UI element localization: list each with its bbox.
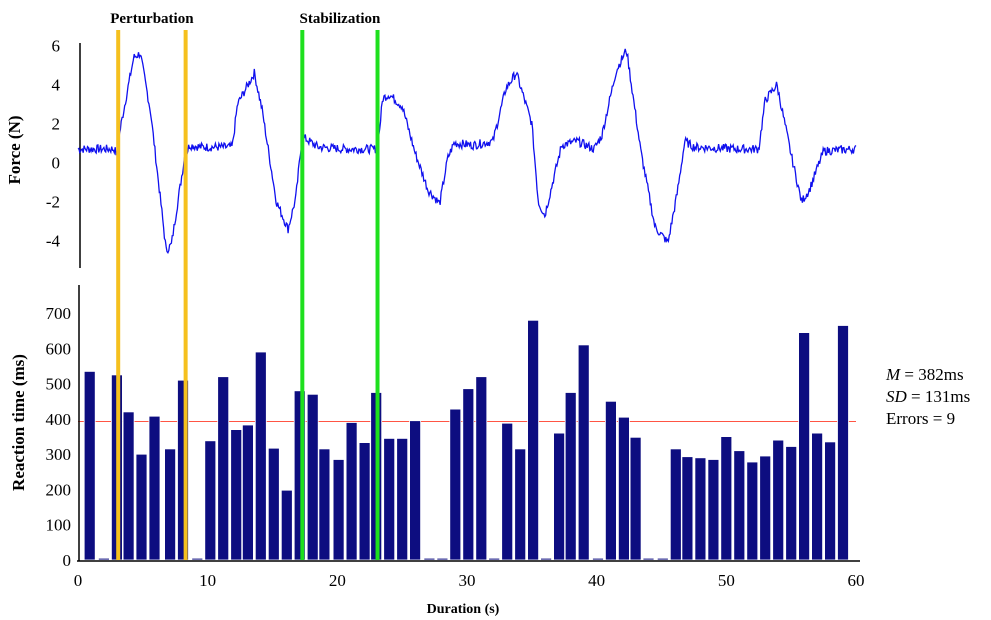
reaction-time-bar	[306, 393, 319, 561]
reaction-time-bar	[177, 379, 189, 561]
reaction-time-bar	[553, 432, 565, 561]
reaction-time-bar	[293, 390, 306, 561]
reaction-time-bar	[785, 446, 798, 561]
reaction-time-bar	[837, 325, 849, 561]
reaction-time-bar	[501, 422, 514, 561]
reaction-time-bar	[798, 332, 810, 561]
reaction-time-bar	[669, 448, 682, 561]
x-axis-label: Duration (s)	[427, 602, 500, 617]
reaction-time-bar	[148, 415, 161, 561]
reaction-time-bar	[98, 557, 110, 561]
reaction-time-bar	[759, 455, 772, 561]
reaction-time-bar	[720, 436, 733, 561]
reaction-time-bar	[694, 457, 707, 561]
stats-annotation: M = 382ms	[885, 365, 964, 384]
reaction-time-bar	[564, 392, 577, 561]
reaction-time-bar	[83, 370, 96, 561]
force-y-tick-label: -2	[46, 193, 60, 212]
reaction-time-bar	[746, 461, 759, 561]
force-y-tick-label: 6	[52, 37, 61, 56]
reaction-time-bar	[217, 376, 230, 561]
reaction-time-bar	[642, 557, 655, 561]
x-tick-label: 0	[74, 571, 83, 590]
reaction-time-bar	[332, 459, 345, 561]
reaction-time-bar	[824, 441, 836, 561]
reaction-time-bar	[396, 437, 409, 561]
reaction-time-bar	[540, 557, 552, 561]
reaction-time-bar	[204, 440, 217, 561]
rt-y-tick-label: 0	[63, 551, 72, 570]
reaction-time-bar	[423, 557, 436, 561]
reaction-time-bar	[707, 459, 720, 561]
reaction-time-bar	[241, 424, 254, 561]
reaction-time-bar	[527, 319, 539, 561]
rt-y-tick-label: 100	[46, 516, 72, 535]
reaction-time-bar	[436, 557, 449, 561]
reaction-time-bar	[462, 388, 475, 561]
reaction-time-bar	[577, 344, 590, 561]
reaction-time-bar	[383, 437, 396, 561]
reaction-time-bar	[122, 411, 135, 561]
force-y-axis-label: Force (N)	[5, 115, 24, 184]
stats-annotation: SD = 131ms	[886, 387, 970, 406]
rt-y-tick-label: 600	[46, 339, 72, 358]
reaction-time-bar	[135, 453, 148, 561]
reaction-time-bar	[230, 429, 243, 561]
force-y-tick-label: 4	[52, 76, 61, 95]
rt-y-tick-label: 200	[46, 480, 72, 499]
force-trace-line	[77, 48, 857, 254]
rt-y-tick-label: 500	[46, 375, 72, 394]
reaction-time-bar	[409, 420, 422, 561]
force-y-tick-label: 0	[52, 154, 61, 173]
x-tick-label: 20	[329, 571, 346, 590]
reaction-time-panel: 0 100 200 300 400 500 600 700 0 10 20 30 40 50 60 React…	[9, 285, 865, 617]
x-tick-label: 60	[848, 571, 865, 590]
rt-y-tick-label: 400	[46, 410, 72, 429]
reaction-time-bar	[488, 557, 501, 561]
reaction-time-bar	[605, 400, 617, 561]
reaction-time-bar	[345, 422, 358, 561]
reaction-time-bar	[656, 557, 669, 561]
reaction-time-bar	[811, 432, 823, 561]
force-panel: 6 4 2 0 -2 -4 Force (N)	[5, 37, 857, 268]
x-tick-label: 40	[588, 571, 605, 590]
reaction-time-bar	[191, 557, 204, 561]
reaction-time-bar	[514, 448, 527, 561]
force-y-tick-label: -4	[46, 232, 61, 251]
reaction-time-bar	[772, 439, 785, 561]
reaction-time-bar	[733, 450, 746, 561]
event-marker-label: Perturbation	[110, 11, 194, 27]
reaction-time-bar	[449, 408, 462, 561]
reaction-time-bar	[280, 489, 293, 561]
x-tick-label: 50	[718, 571, 735, 590]
reaction-time-bar	[618, 416, 630, 561]
x-tick-label: 10	[199, 571, 216, 590]
x-tick-label: 30	[459, 571, 476, 590]
reaction-time-bar	[254, 351, 267, 561]
force-y-tick-label: 2	[52, 115, 61, 134]
reaction-time-bar	[358, 442, 371, 561]
chart-text: Perturbation Stabilization M = 382ms SD = 1…	[110, 11, 970, 428]
event-marker-label: Stabilization	[299, 11, 381, 27]
reaction-time-bar	[592, 557, 604, 561]
event-markers	[116, 30, 380, 560]
reaction-time-bar	[629, 436, 642, 561]
reaction-time-bar	[318, 448, 331, 561]
reaction-time-bar	[475, 376, 488, 561]
rt-y-tick-label: 700	[46, 304, 72, 323]
stats-annotation: Errors = 9	[886, 409, 955, 428]
reaction-time-bar	[267, 447, 280, 561]
reaction-time-bar	[164, 448, 177, 561]
rt-y-axis-label: Reaction time (ms)	[9, 354, 28, 491]
rt-y-tick-label: 300	[46, 445, 72, 464]
reaction-time-bar	[681, 456, 694, 561]
